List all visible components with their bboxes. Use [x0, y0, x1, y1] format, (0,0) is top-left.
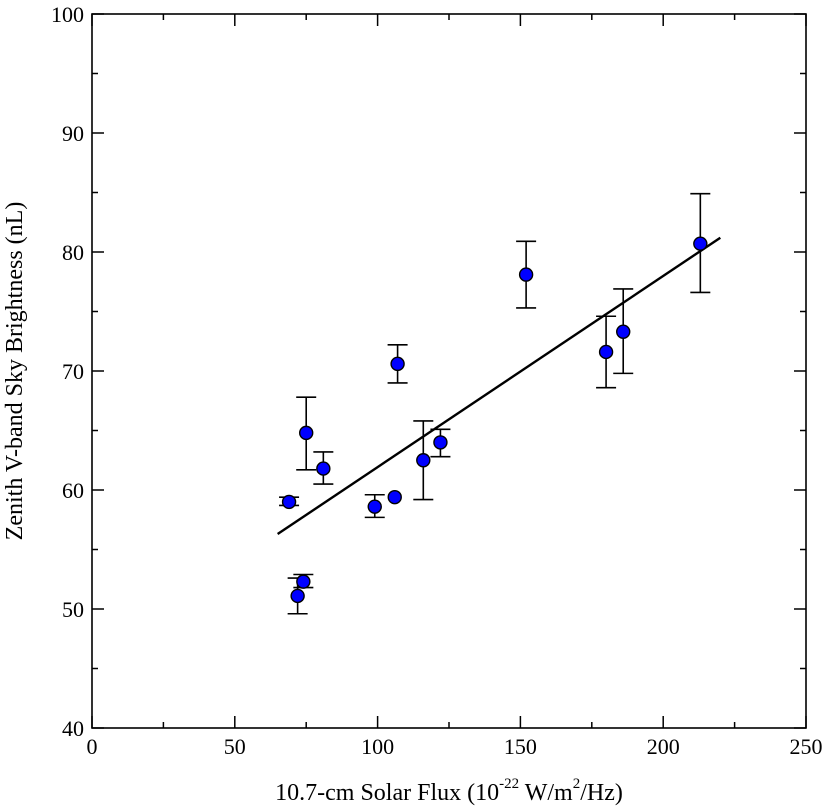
- data-points: [281, 236, 708, 604]
- data-point: [693, 236, 708, 251]
- x-axis-title-prefix: 10.7-cm Solar Flux (10: [275, 780, 499, 806]
- error-bars: [279, 192, 711, 615]
- data-point: [416, 453, 431, 468]
- x-tick-label: 50: [224, 734, 246, 759]
- data-point: [316, 461, 331, 476]
- x-axis-title: 10.7-cm Solar Flux (10-22 W/m2/Hz): [275, 776, 623, 806]
- data-point: [299, 425, 314, 441]
- y-tick-label: 40: [62, 716, 84, 741]
- fit-line: [276, 236, 721, 536]
- x-tick-label: 200: [647, 734, 680, 759]
- x-tick-label: 150: [504, 734, 537, 759]
- y-tick-label: 50: [62, 597, 84, 622]
- y-tick-label: 80: [62, 240, 84, 265]
- x-axis-title-exponent: -22: [499, 776, 519, 792]
- y-tick-label: 100: [51, 2, 84, 27]
- data-point: [390, 356, 405, 372]
- data-point: [281, 494, 297, 510]
- y-tick-label: 60: [62, 478, 84, 503]
- y-tick-label: 70: [62, 359, 84, 384]
- x-tick-labels: 0 50 100 150 200 250: [87, 734, 823, 759]
- data-point: [518, 267, 534, 282]
- axis-ticks: [91, 13, 807, 729]
- data-point: [616, 324, 631, 339]
- data-point: [290, 588, 305, 604]
- y-tick-label: 90: [62, 121, 84, 146]
- fit-line-group: [276, 236, 721, 536]
- x-tick-label: 250: [790, 734, 823, 759]
- y-tick-labels: 40 50 60 70 80 90 100: [51, 2, 84, 741]
- x-axis-title-exponent-2: 2: [573, 776, 581, 792]
- data-point: [598, 344, 614, 360]
- x-axis-title-suffix: /Hz): [580, 780, 623, 806]
- x-tick-label: 0: [87, 734, 98, 759]
- x-tick-label: 100: [361, 734, 394, 759]
- plot-frame: [91, 13, 807, 729]
- data-point: [433, 435, 448, 450]
- data-point: [367, 499, 382, 514]
- data-point: [387, 489, 402, 505]
- x-axis-title-middle: W/m: [519, 780, 573, 806]
- y-axis-title: Zenith V-band Sky Brightness (nL): [2, 202, 28, 541]
- data-point: [296, 574, 311, 589]
